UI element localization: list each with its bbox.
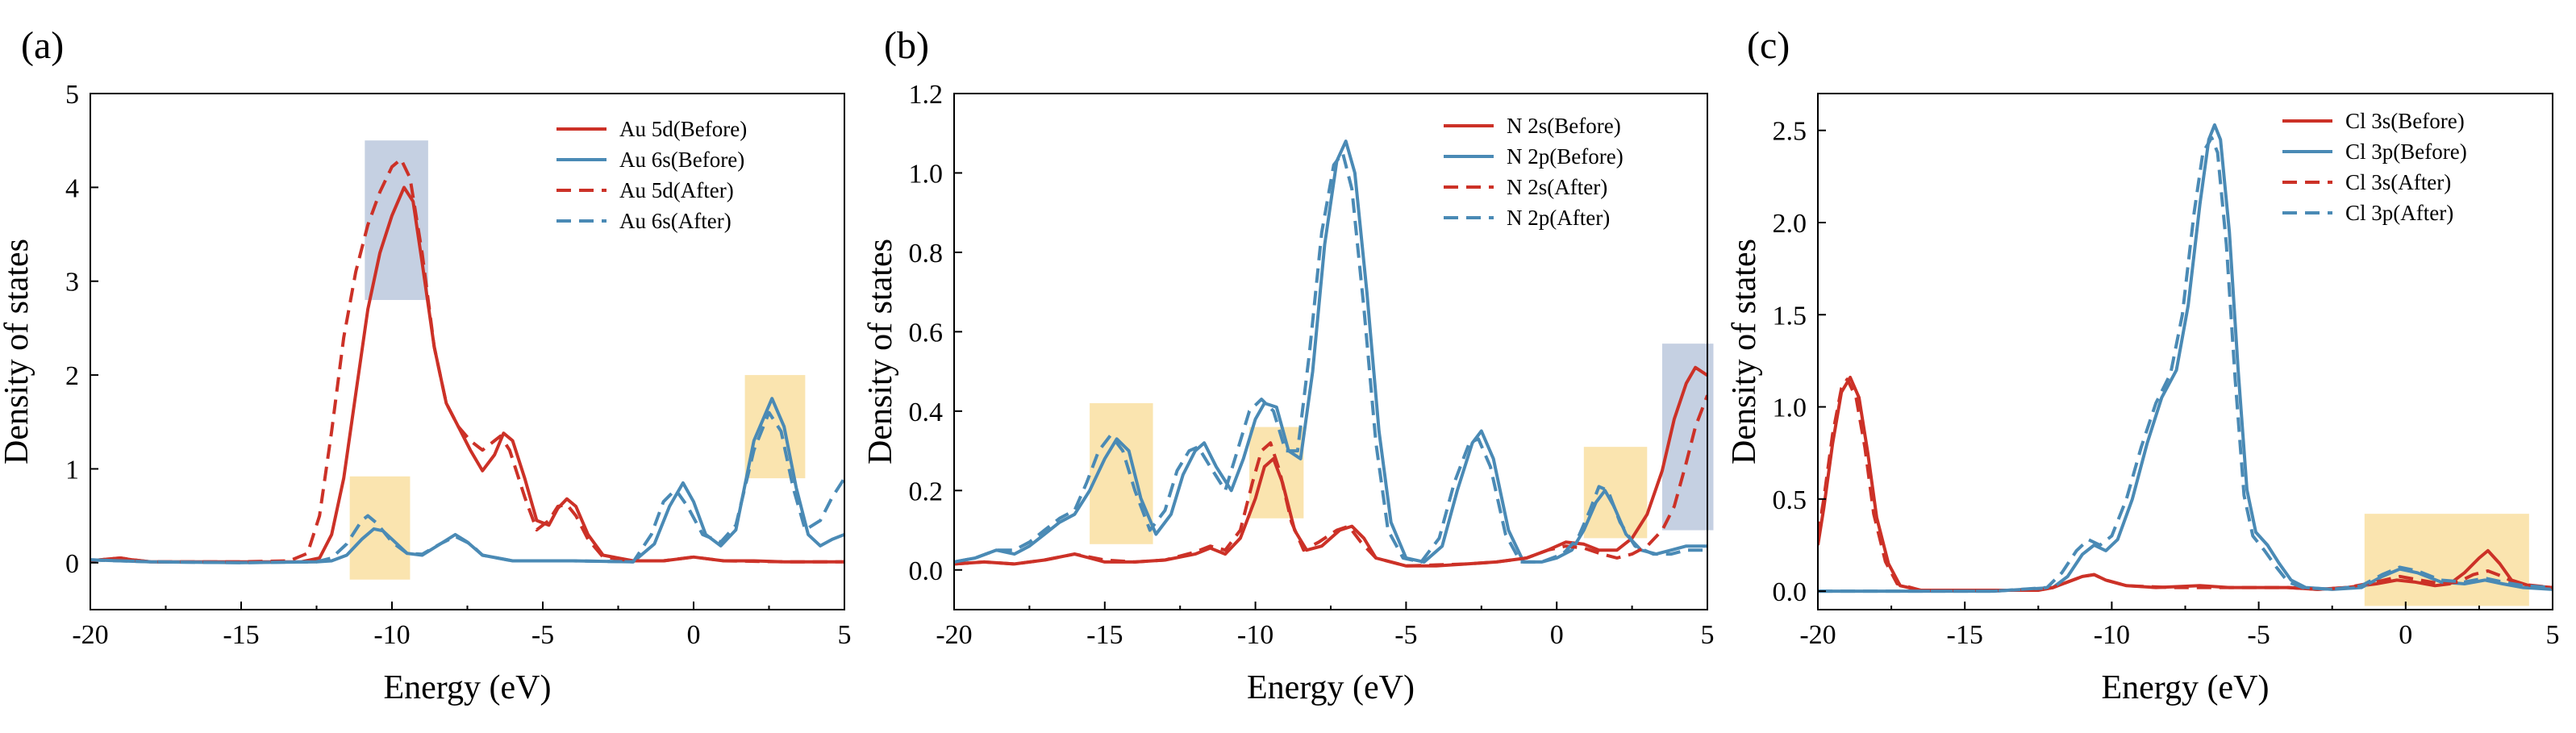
panel-c-series-cl-3p-before (1818, 123, 2553, 593)
panel-b-highlights (1090, 344, 1714, 544)
panel-a-x-tick-label: -5 (531, 620, 554, 650)
panel-b-series (954, 140, 1707, 568)
panel-b-x-tick-label: 0 (1550, 620, 1564, 650)
panel-b-series-n-2s-after (954, 394, 1707, 568)
panel-c-y-tick-label: 0.5 (1773, 485, 1807, 515)
panel-c-x-tick-label: -20 (1799, 620, 1836, 650)
panel-b: (b) -20 -15 -10 -5 0 5 0.0 0.2 0.4 0.6 0.8 1.0 1.2 E… (862, 24, 1715, 706)
panel-c-series (1818, 123, 2553, 593)
panel-c-y-tick-label: 0.0 (1773, 577, 1807, 607)
panel-a-series-au-6s-before (90, 397, 844, 564)
panel-b-series-n-2p-before (954, 140, 1707, 564)
panel-c-x-tick-label: 0 (2399, 620, 2412, 650)
panel-a-y-tick-label: 4 (65, 173, 79, 203)
panel-b-y-tick-label: 0.0 (909, 556, 944, 586)
panel-b-y-tick-label: 0.8 (909, 239, 944, 269)
panel-b-x-tick-label: 5 (1701, 620, 1715, 650)
panel-c-y-tick-label: 2.0 (1773, 209, 1807, 239)
panel-a-legend-label: Au 6s(Before) (619, 148, 744, 172)
panel-b-legend-label: N 2s(After) (1507, 175, 1607, 199)
panel-b-series-n-2p-after (954, 151, 1707, 564)
panel-a-x-tick-label: 0 (687, 620, 701, 650)
panel-a-x-tick-label: -10 (373, 620, 410, 650)
panel-b-legend-label: N 2p(Before) (1507, 144, 1624, 169)
panel-c-x-tick-label: 5 (2546, 620, 2560, 650)
panel-c: (c) -20 -15 -10 -5 0 5 0.0 0.5 1.0 1.5 2.0 2.5 Ener… (1726, 24, 2560, 706)
panel-a-x-tick-label: -20 (72, 620, 108, 650)
panel-a-letter: (a) (21, 24, 64, 67)
panel-c-x-tick-label: -5 (2247, 620, 2270, 650)
panel-a-series-au-5d-before (90, 185, 844, 564)
panel-b-y-axis-label: Density of states (862, 239, 899, 464)
panel-c-x-axis-label: Energy (eV) (2102, 669, 2270, 706)
panel-c-x-tick-label: -10 (2094, 620, 2130, 650)
panel-b-x-tick-label: -5 (1394, 620, 1417, 650)
panel-c-axes: -20 -15 -10 -5 0 5 0.0 0.5 1.0 1.5 2.0 2.5 (1773, 117, 2560, 650)
panel-c-series-cl-3p-after (1818, 135, 2553, 593)
panel-a-y-axis-label: Density of states (0, 239, 35, 464)
panel-c-highlights (2364, 514, 2529, 606)
panel-c-legend: Cl 3s(Before) Cl 3p(Before) Cl 3s(After) Cl… (2282, 109, 2467, 225)
panel-b-letter: (b) (884, 24, 929, 67)
panel-a-highlight-box-2 (349, 476, 411, 580)
panel-a-y-tick-label: 1 (65, 455, 79, 485)
panel-a-y-tick-label: 2 (65, 361, 79, 391)
panel-b-highlight-box-3 (1583, 447, 1648, 539)
panel-c-legend-label: Cl 3s(Before) (2345, 109, 2465, 133)
panel-c-legend-label: Cl 3s(After) (2345, 170, 2451, 194)
panel-c-x-tick-label: -15 (1947, 620, 1983, 650)
panel-a-series-au-6s-after (90, 410, 844, 564)
panel-b-y-tick-label: 1.0 (909, 159, 944, 189)
panel-b-y-tick-label: 0.6 (909, 318, 944, 348)
panel-a-y-tick-label: 5 (65, 80, 79, 110)
panel-a-legend-label: Au 6s(After) (619, 209, 732, 233)
panel-a: (a) -20 -15 -10 -5 0 5 0 1 2 3 4 5 Energy (eV) Dens… (0, 24, 852, 706)
panel-c-y-tick-label: 1.0 (1773, 394, 1807, 423)
panel-b-highlight-box-1 (1090, 403, 1153, 544)
panel-c-legend-label: Cl 3p(Before) (2345, 140, 2467, 164)
panel-a-y-tick-label: 0 (65, 549, 79, 579)
panel-a-axes: -20 -15 -10 -5 0 5 0 1 2 3 4 5 (65, 80, 852, 650)
panel-b-y-tick-label: 1.2 (909, 80, 944, 110)
panel-a-x-tick-label: 5 (838, 620, 852, 650)
panel-b-y-tick-label: 0.2 (909, 477, 944, 506)
panel-a-y-tick-label: 3 (65, 268, 79, 298)
panel-b-x-tick-label: -20 (936, 620, 972, 650)
panel-a-legend: Au 5d(Before) Au 6s(Before) Au 5d(After) Au… (556, 117, 747, 233)
panel-a-x-tick-label: -15 (223, 620, 259, 650)
panel-a-series (90, 157, 844, 564)
panel-b-legend-label: N 2s(Before) (1507, 114, 1621, 138)
panel-a-x-axis-label: Energy (eV) (384, 669, 552, 706)
panel-c-y-axis-label: Density of states (1726, 239, 1763, 464)
panel-b-axes: -20 -15 -10 -5 0 5 0.0 0.2 0.4 0.6 0.8 1.0 1.2 (909, 80, 1715, 650)
panel-b-highlight-box-2 (1249, 427, 1304, 519)
panel-c-y-tick-label: 1.5 (1773, 301, 1807, 331)
panel-c-highlight-box-1 (2364, 514, 2529, 606)
panel-c-letter: (c) (1747, 24, 1790, 67)
panel-b-x-tick-label: -10 (1237, 620, 1273, 650)
panel-a-legend-label: Au 5d(After) (619, 178, 734, 202)
panel-c-legend-label: Cl 3p(After) (2345, 201, 2453, 225)
panel-b-x-tick-label: -15 (1086, 620, 1123, 650)
panel-a-series-au-5d-after (90, 157, 844, 564)
panel-c-y-tick-label: 2.5 (1773, 117, 1807, 147)
panel-b-x-axis-label: Energy (eV) (1247, 669, 1415, 706)
panel-b-y-tick-label: 0.4 (909, 398, 944, 427)
panel-b-legend-label: N 2p(After) (1507, 206, 1610, 230)
panel-a-highlight-box-3 (744, 375, 806, 479)
panel-b-legend: N 2s(Before) N 2p(Before) N 2s(After) N 2p(… (1444, 114, 1624, 230)
panel-a-legend-label: Au 5d(Before) (619, 117, 747, 141)
